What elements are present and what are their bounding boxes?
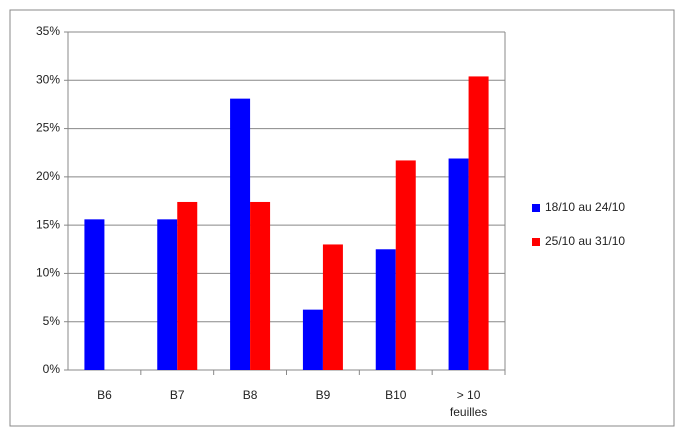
x-tick-label: B6: [97, 388, 112, 402]
legend-swatch: [532, 204, 540, 212]
x-tick-label: B9: [315, 388, 331, 402]
y-tick-label: 0%: [43, 362, 61, 376]
bar: [250, 201, 271, 370]
bar: [322, 244, 343, 370]
y-tick-label: 15%: [36, 217, 60, 231]
y-tick-label: 25%: [36, 121, 60, 135]
x-tick-label: B7: [169, 388, 185, 402]
legend-swatch: [532, 238, 540, 246]
y-tick-label: 10%: [36, 266, 60, 280]
legend-label: 18/10 au 24/10: [545, 200, 625, 214]
x-tick-label: B8: [242, 388, 258, 402]
bar: [468, 76, 489, 371]
bar: [177, 201, 198, 370]
bar: [230, 98, 251, 371]
y-tick-label: 5%: [43, 314, 61, 328]
bar: [375, 249, 396, 370]
bar: [448, 158, 469, 370]
legend-label: 25/10 au 31/10: [545, 234, 625, 248]
bar: [157, 219, 178, 370]
y-tick-label: 35%: [36, 24, 60, 38]
bar: [302, 309, 323, 370]
y-tick-label: 30%: [36, 72, 60, 86]
bar: [395, 160, 416, 370]
x-tick-label: > 10 feuilles: [449, 388, 488, 419]
x-tick-label: B10: [385, 388, 407, 402]
y-tick-label: 20%: [36, 169, 60, 183]
bar: [84, 219, 105, 370]
